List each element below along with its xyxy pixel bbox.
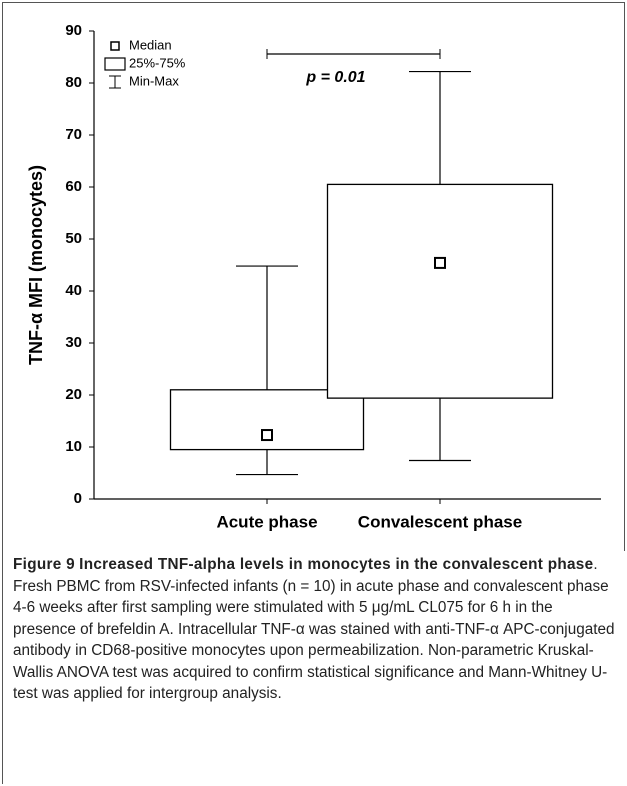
y-tick-label: 0 <box>74 490 82 507</box>
legend-symbol <box>104 57 126 71</box>
caption-text: . Fresh PBMC from RSV-infected infants (… <box>13 556 615 702</box>
y-tick-label: 80 <box>65 74 82 91</box>
median <box>434 256 446 269</box>
y-tick-label: 60 <box>65 178 82 195</box>
legend-label: Median <box>129 37 172 52</box>
y-axis-label: TNF-α MFI (monocytes) <box>26 165 46 365</box>
p-value: p = 0.01 <box>305 69 365 86</box>
legend-label: 25%-75% <box>129 55 186 70</box>
x-tick-label: Acute phase <box>216 512 317 531</box>
y-tick-label: 30 <box>65 334 82 351</box>
y-tick-label: 10 <box>65 438 82 455</box>
y-tick-label: 50 <box>65 230 82 247</box>
legend-label: Min-Max <box>129 73 179 88</box>
median <box>261 429 273 442</box>
y-tick-label: 70 <box>65 126 82 143</box>
chart: 0 10 20 30 40 50 60 70 80 90 TNF-α MFI (monocytes)… <box>26 22 601 531</box>
plot-frame: 0 10 20 30 40 50 60 70 80 90 TNF-α MFI (monocytes)… <box>3 2 625 551</box>
y-tick-label: 90 <box>65 22 82 39</box>
legend-symbol <box>110 41 120 51</box>
caption: Figure 9 Increased TNF-alpha levels in m… <box>13 554 617 705</box>
y-tick-label: 20 <box>65 386 82 403</box>
x-tick-label: Convalescent phase <box>358 512 522 531</box>
caption-label: Figure 9 <box>13 556 75 573</box>
caption-title: Increased TNF-alpha levels in monocytes … <box>79 556 594 573</box>
y-tick-label: 40 <box>65 282 82 299</box>
box <box>326 183 554 399</box>
